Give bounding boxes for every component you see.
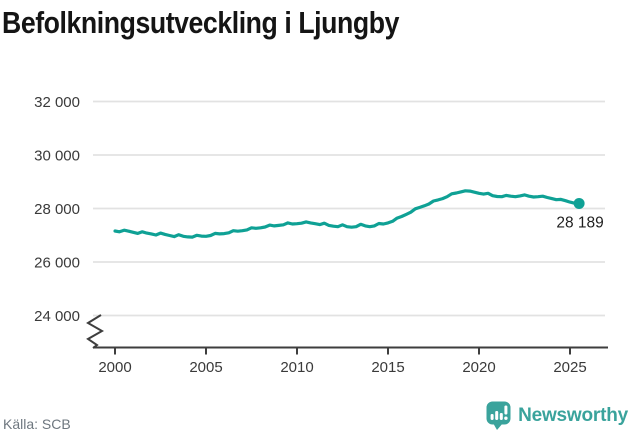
newsworthy-logo[interactable]: Newsworthy [486, 401, 628, 430]
newsworthy-wordmark: Newsworthy [518, 404, 628, 426]
y-axis-tick-label: 30 000 [34, 148, 80, 165]
x-axis-tick-label: 2025 [553, 359, 586, 376]
x-axis-tick-label: 2010 [280, 359, 313, 376]
x-axis-tick-label: 2000 [98, 359, 131, 376]
y-axis-tick-label: 28 000 [34, 201, 80, 218]
x-axis-tick-label: 2005 [189, 359, 222, 376]
population-line [113, 189, 581, 239]
x-axis-tick-label: 2015 [371, 359, 404, 376]
source-note: Källa: SCB [3, 416, 71, 432]
page-title: Befolkningsutveckling i Ljungby [2, 5, 399, 40]
axis-break-zigzag [86, 314, 105, 349]
y-axis-tick-label: 24 000 [34, 308, 80, 325]
end-value-label: 28 189 [556, 214, 603, 231]
y-axis-tick-label: 32 000 [34, 94, 80, 111]
y-axis-tick-label: 26 000 [34, 255, 80, 272]
x-axis-tick-label: 2020 [462, 359, 495, 376]
end-point-marker [573, 197, 585, 209]
newsworthy-bubble-chart-icon [486, 401, 511, 430]
